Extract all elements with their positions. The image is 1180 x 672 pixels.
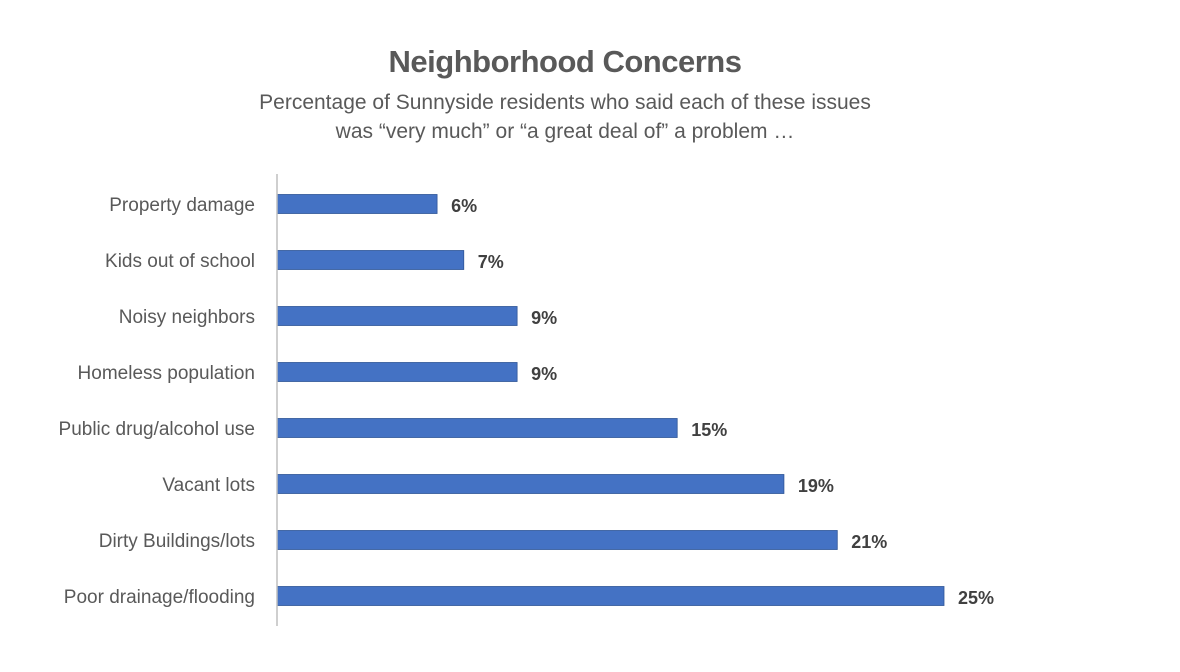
chart-title: Neighborhood Concerns	[388, 44, 742, 79]
category-label: Vacant lots	[162, 475, 255, 496]
bar	[276, 530, 838, 550]
category-label: Property damage	[109, 195, 255, 216]
subtitle-line-1: Percentage of Sunnyside residents who sa…	[259, 91, 871, 114]
value-label: 9%	[531, 308, 557, 328]
category-label: Noisy neighbors	[119, 307, 255, 328]
bars-layer: Property damage 6% Kids out of school 7% Noi…	[59, 194, 994, 608]
bar	[276, 194, 438, 214]
value-label: 19%	[798, 476, 834, 496]
category-label: Public drug/alcohol use	[59, 419, 255, 440]
category-label: Kids out of school	[105, 251, 255, 272]
category-label: Poor drainage/flooding	[64, 587, 255, 608]
bar	[276, 250, 465, 270]
value-label: 21%	[851, 532, 887, 552]
value-label: 6%	[451, 196, 477, 216]
bar	[276, 586, 945, 606]
value-label: 25%	[958, 588, 994, 608]
value-label: 7%	[478, 252, 504, 272]
bar	[276, 362, 518, 382]
value-label: 9%	[531, 364, 557, 384]
chart-subtitle: Percentage of Sunnyside residents who sa…	[0, 88, 1130, 146]
value-label: 15%	[691, 420, 727, 440]
category-label: Homeless population	[78, 363, 255, 384]
bar	[276, 306, 518, 326]
subtitle-line-2: was “very much” or “a great deal of” a p…	[335, 120, 795, 143]
bar	[276, 474, 785, 494]
category-label: Dirty Buildings/lots	[99, 531, 255, 552]
bar	[276, 418, 678, 438]
